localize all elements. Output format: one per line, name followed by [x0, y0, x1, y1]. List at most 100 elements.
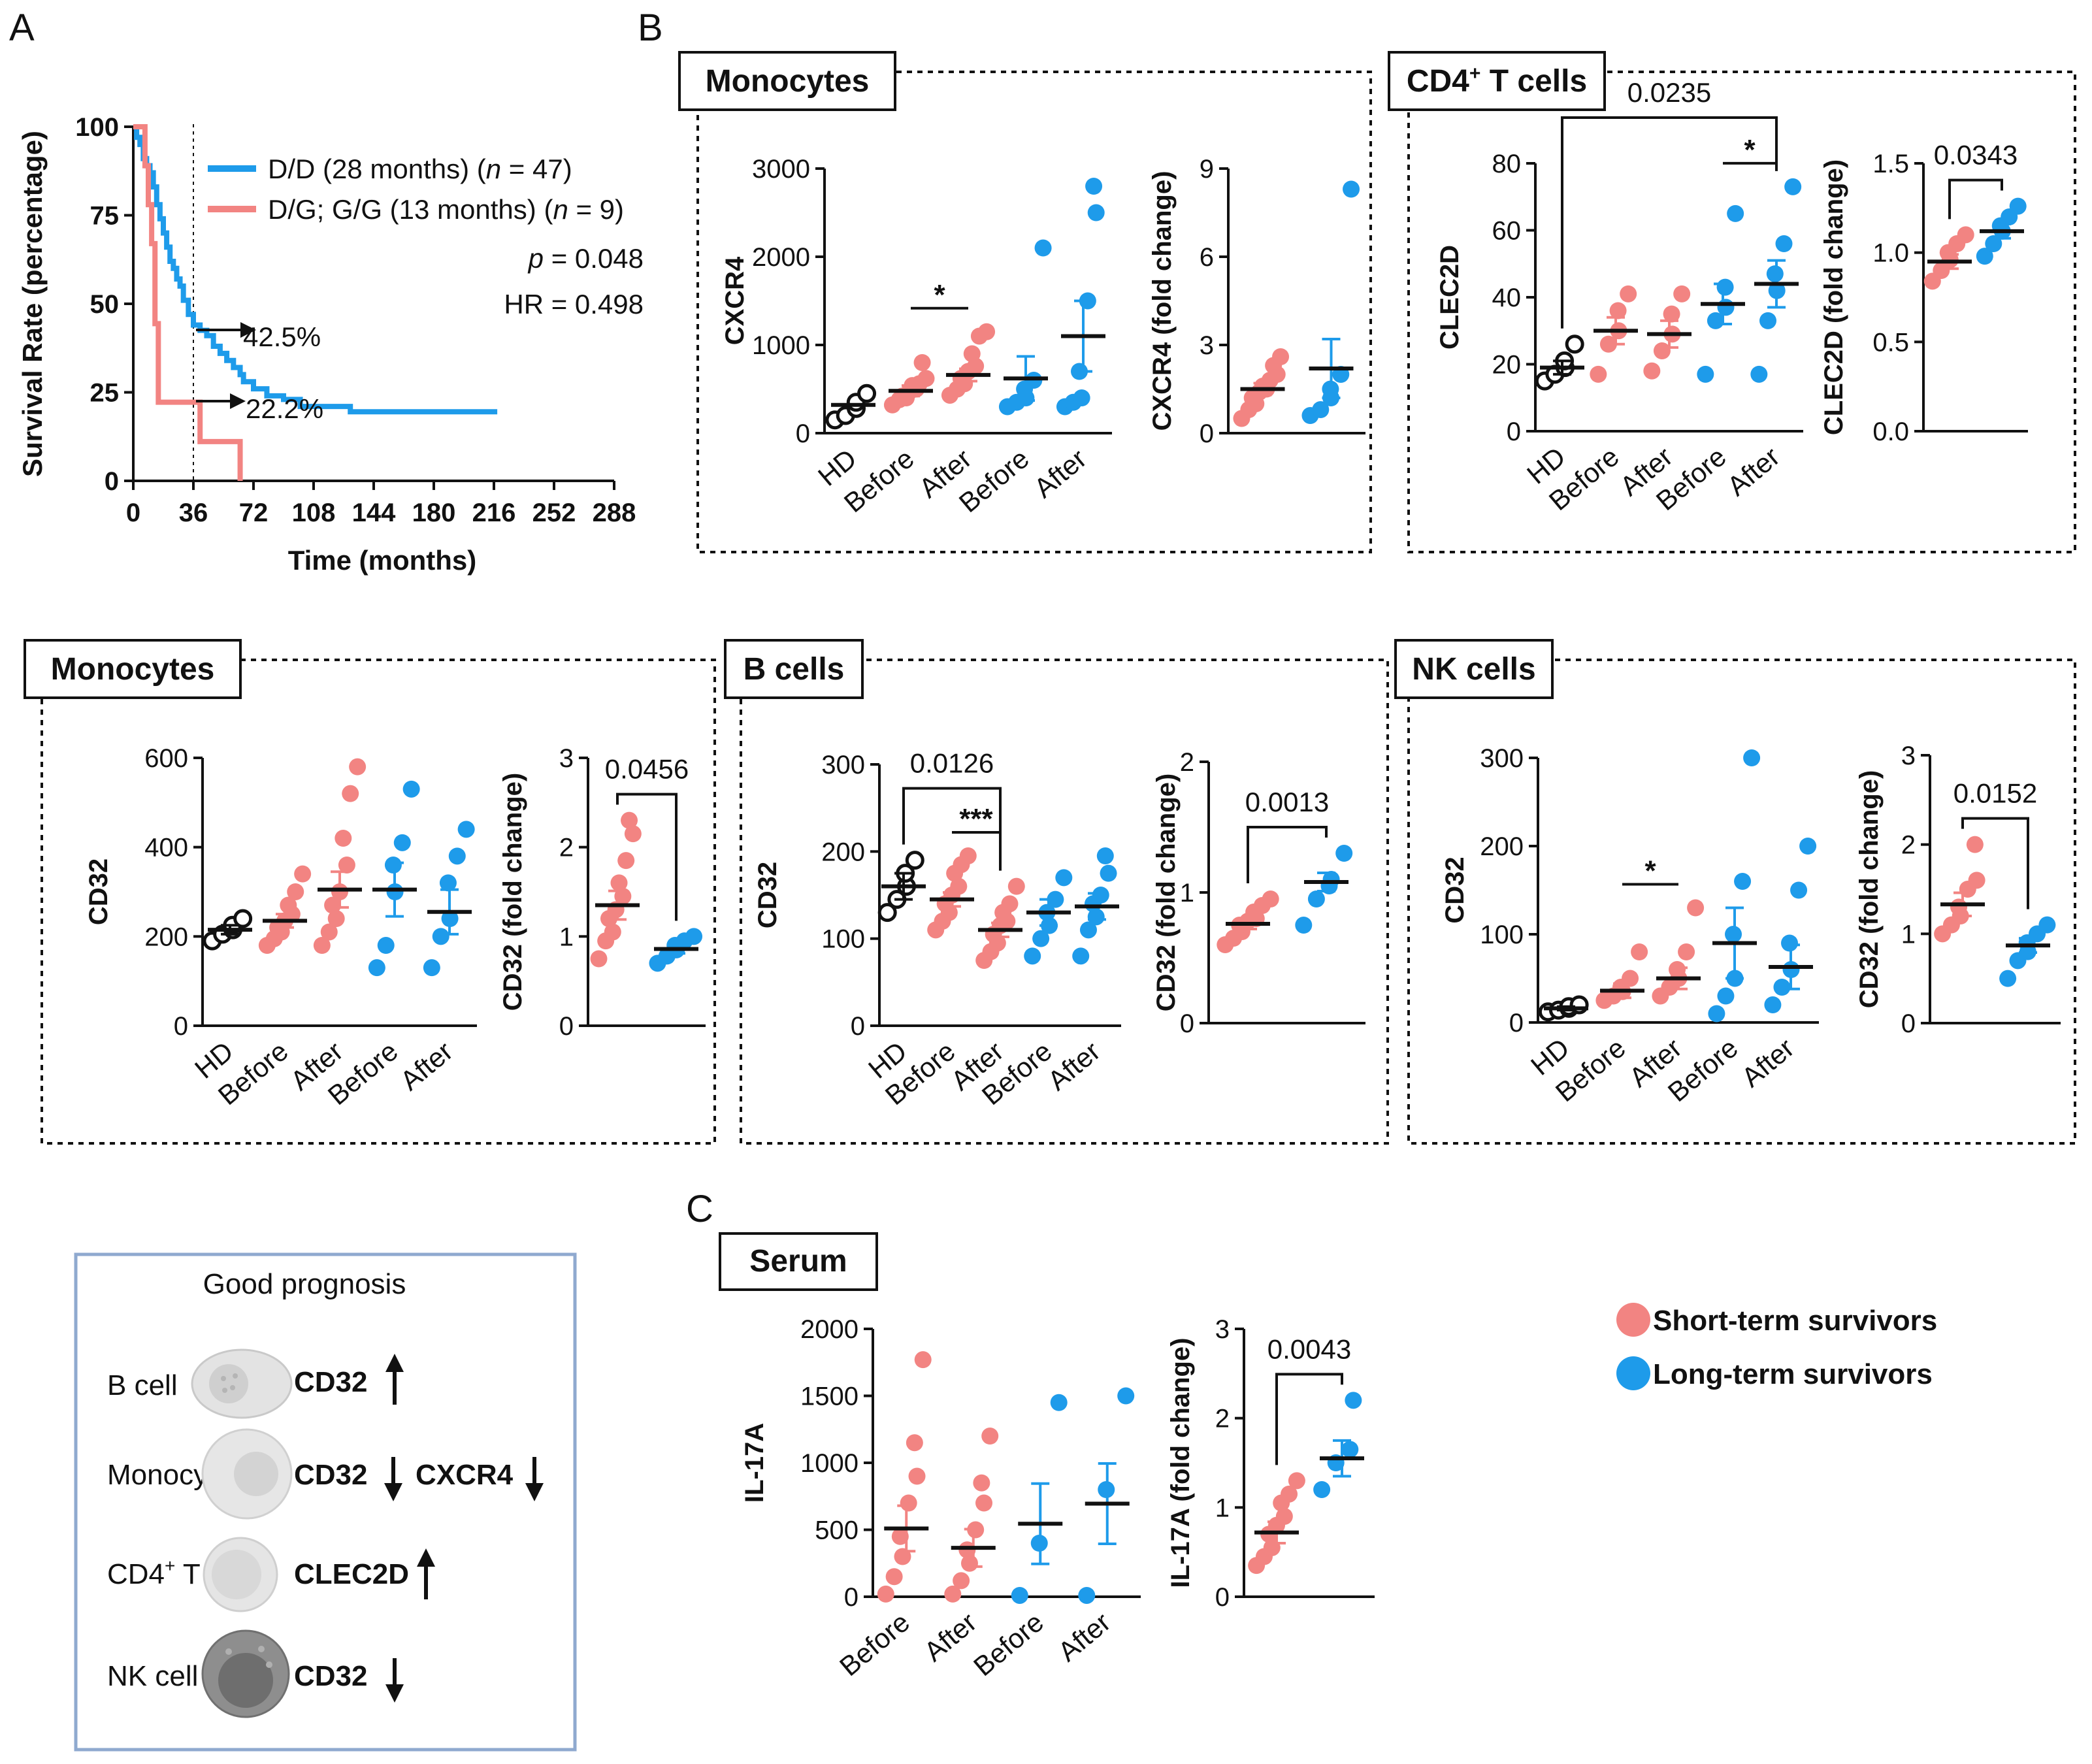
y-tick-label: 3 [559, 744, 574, 773]
data-point [287, 883, 304, 900]
data-point [906, 1434, 923, 1452]
survival-x-label: Time (months) [288, 545, 477, 576]
y-axis-label: CD32 (fold change) [498, 773, 527, 1011]
survival-chart: 0 25 50 75 100 0 36 72 108 144 180 216 252 288 Survi… [17, 113, 644, 576]
data-point [953, 1572, 970, 1590]
y-axis-label: CD32 [1441, 857, 1469, 923]
legend-dot-short-term [1616, 1303, 1650, 1337]
category-label: Before [968, 1607, 1049, 1682]
p-value-bracket [616, 792, 678, 921]
category-label: After [1042, 1036, 1106, 1096]
data-point [1288, 1472, 1305, 1490]
data-point [1590, 365, 1607, 383]
data-point [1968, 872, 1986, 889]
data-point [908, 1467, 926, 1485]
data-point [1085, 178, 1103, 195]
legend-label-long-term: Long-term survivors [1653, 1358, 1933, 1390]
monocyte-icon [201, 1428, 293, 1520]
y-tick-label: 1000 [752, 331, 810, 360]
y-tick-label: 2000 [800, 1315, 858, 1344]
significance-stars: * [1644, 855, 1656, 887]
data-point [1750, 365, 1768, 383]
y-axis-label: CXCR4 (fold change) [1148, 171, 1177, 431]
y-tick-label: 400 [144, 834, 188, 862]
legend-label-dd: D/D (28 months) (n = 47) [268, 154, 572, 184]
y-tick-label: 0 [1180, 1009, 1194, 1038]
data-point [1024, 947, 1041, 965]
y-tick-label: 1.5 [1872, 150, 1909, 178]
p-value-bracket [1948, 178, 2003, 220]
title-serum: Serum [749, 1244, 847, 1279]
significance-stars: * [1744, 134, 1756, 166]
summary-marker-clec2d: CLEC2D [294, 1558, 409, 1590]
chart-mono_cxcr4_fc: 0 3 6 9 CXCR4 (fold change) [1148, 155, 1365, 448]
data-point [1743, 749, 1761, 766]
y-tick-label: 3 [1215, 1315, 1230, 1344]
legend-dot-long-term [1616, 1356, 1650, 1390]
y-tick-label: 2 [559, 834, 574, 862]
b-cell-icon [191, 1348, 293, 1419]
y-axis-label: CD32 (fold change) [1152, 774, 1181, 1011]
group-frame-b-cells [740, 659, 1389, 1145]
title-box-nk-cells [1394, 639, 1554, 699]
p-value-label: 0.0013 [1245, 787, 1329, 817]
survival-curve-dg-gg [133, 124, 243, 481]
data-point [617, 852, 635, 870]
survival-x-tick-label: 216 [472, 498, 516, 527]
y-tick-label: 20 [1492, 351, 1522, 380]
summary-cell-nk: NK cell [107, 1660, 198, 1692]
category-label: After [1052, 1607, 1116, 1667]
legend-label-short-term: Short-term survivors [1653, 1305, 1937, 1337]
y-tick-label: 2 [1901, 831, 1916, 860]
data-point [624, 825, 642, 843]
data-point [1775, 235, 1793, 252]
data-point [1620, 285, 1637, 302]
data-point [1096, 847, 1114, 864]
data-point [368, 959, 385, 977]
data-point [1100, 864, 1117, 882]
y-tick-label: 0 [174, 1012, 188, 1041]
category-label: After [1028, 443, 1092, 504]
p-value-label: 0.0456 [605, 754, 689, 785]
data-point [1032, 930, 1050, 947]
y-tick-label: 1 [1901, 920, 1916, 949]
data-point [1781, 934, 1799, 952]
data-point [1950, 898, 1967, 916]
data-point [913, 354, 931, 371]
y-tick-label: 200 [821, 838, 865, 866]
y-tick-label: 3 [1901, 742, 1916, 770]
data-point [280, 896, 297, 914]
data-point [610, 874, 628, 892]
p-value-bracket [1961, 817, 2029, 909]
summary-title: Good prognosis [203, 1268, 406, 1300]
data-point [342, 785, 359, 802]
y-tick-label: 0 [1509, 1009, 1524, 1037]
data-point [1766, 265, 1784, 283]
y-tick-label: 0 [559, 1012, 574, 1041]
p-value-bracket [1561, 116, 1778, 329]
data-point [1773, 979, 1791, 996]
data-point [423, 959, 440, 977]
data-point [1007, 877, 1025, 895]
data-point [439, 874, 457, 892]
data-point [900, 1494, 917, 1512]
panel-label-a: A [9, 7, 35, 49]
p-value-label: 0.0343 [1934, 140, 2018, 171]
summary-frame [74, 1252, 577, 1752]
y-axis-label: IL-17A (fold change) [1166, 1338, 1195, 1588]
data-point [349, 758, 367, 776]
data-point [950, 877, 968, 895]
data-point [590, 950, 608, 968]
y-tick-label: 300 [1480, 744, 1524, 773]
survival-y-tick-label: 25 [90, 379, 120, 408]
data-point [1643, 362, 1661, 380]
y-tick-label: 600 [144, 744, 188, 773]
data-point [857, 384, 877, 403]
data-point [1055, 869, 1073, 887]
data-point [457, 821, 475, 838]
survival-x-tick-label: 36 [179, 498, 208, 527]
category-label: Before [834, 1607, 915, 1682]
data-point [1565, 335, 1584, 354]
